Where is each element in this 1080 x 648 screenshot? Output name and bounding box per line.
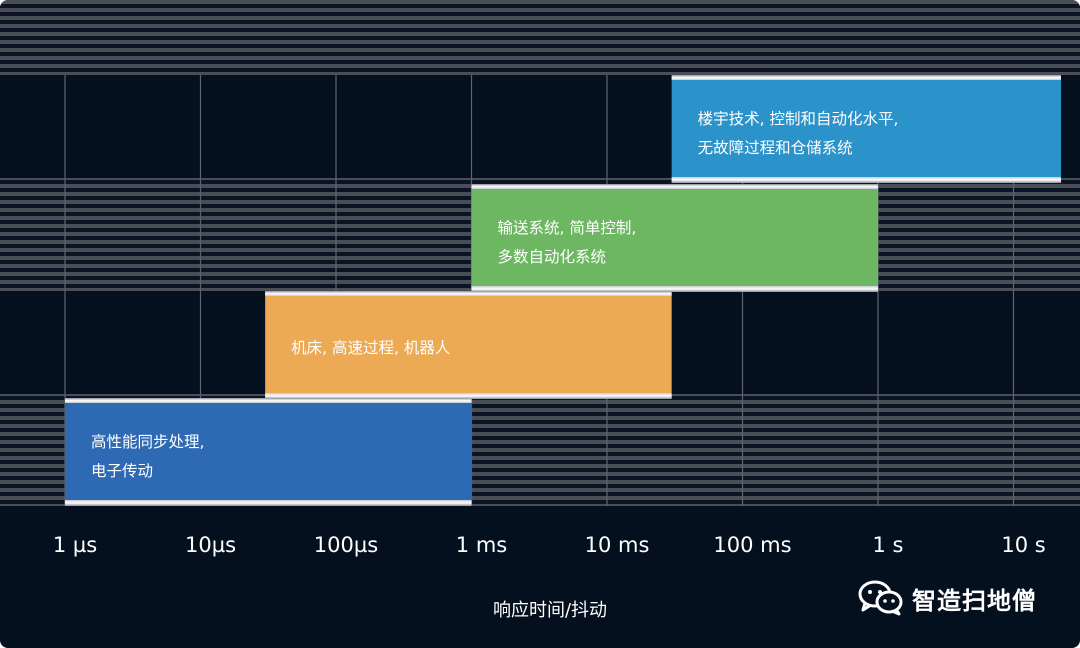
x-tick-label: 100µs bbox=[314, 533, 378, 557]
x-tick-label: 1 s bbox=[873, 533, 904, 557]
watermark-text: 智造扫地僧 bbox=[912, 586, 1037, 615]
range-bar-bottom-edge bbox=[671, 177, 1061, 183]
range-bar-label: 电子传动 bbox=[91, 462, 153, 480]
range-bar-bottom-edge bbox=[65, 500, 472, 506]
range-bar-label: 无故障过程和仓储系统 bbox=[698, 139, 853, 157]
range-bars: 高性能同步处理, 电子传动 机床, 高速过程, 机器人 输送系统, 简单控制, 多数自动… bbox=[65, 75, 1061, 506]
range-bar-top-edge bbox=[65, 398, 472, 403]
x-tick-label: 1 ms bbox=[456, 533, 507, 557]
range-bar-fill bbox=[671, 75, 1061, 183]
x-tick-label: 1 µs bbox=[53, 533, 97, 557]
range-bar-label: 输送系统, 简单控制, bbox=[498, 219, 637, 237]
x-tick-label: 10 ms bbox=[585, 533, 650, 557]
range-bar-fill bbox=[65, 398, 472, 506]
range-bar-bottom-edge bbox=[265, 393, 672, 399]
range-bar-top-edge bbox=[471, 184, 878, 189]
range-bar-1: 机床, 高速过程, 机器人 bbox=[265, 291, 672, 399]
range-bar-top-edge bbox=[265, 291, 672, 296]
x-tick-label: 10µs bbox=[185, 533, 236, 557]
range-bar-0: 高性能同步处理, 电子传动 bbox=[65, 398, 472, 506]
range-bar-bottom-edge bbox=[471, 286, 878, 292]
x-tick-labels: 1 µs 10µs 100µs 1 ms 10 ms 100 ms 1 s 10 s bbox=[53, 533, 1046, 557]
range-bar-fill bbox=[265, 291, 672, 399]
range-bar-2: 输送系统, 简单控制, 多数自动化系统 bbox=[471, 184, 878, 292]
x-tick-label: 100 ms bbox=[713, 533, 791, 557]
x-axis-title: 响应时间/抖动 bbox=[492, 600, 608, 621]
watermark: 智造扫地僧 bbox=[858, 580, 1037, 616]
range-bar-fill bbox=[471, 184, 878, 292]
range-bar-top-edge bbox=[671, 75, 1061, 80]
wechat-icon bbox=[858, 580, 903, 616]
range-bar-label: 高性能同步处理, bbox=[91, 433, 204, 451]
x-tick-label: 10 s bbox=[1001, 533, 1045, 557]
range-bar-label: 机床, 高速过程, 机器人 bbox=[291, 339, 450, 357]
range-bar-label: 多数自动化系统 bbox=[498, 248, 607, 266]
range-bar-3: 楼宇技术, 控制和自动化水平, 无故障过程和仓储系统 bbox=[671, 75, 1061, 183]
band-0 bbox=[0, 0, 1080, 75]
range-bar-label: 楼宇技术, 控制和自动化水平, bbox=[698, 110, 899, 128]
